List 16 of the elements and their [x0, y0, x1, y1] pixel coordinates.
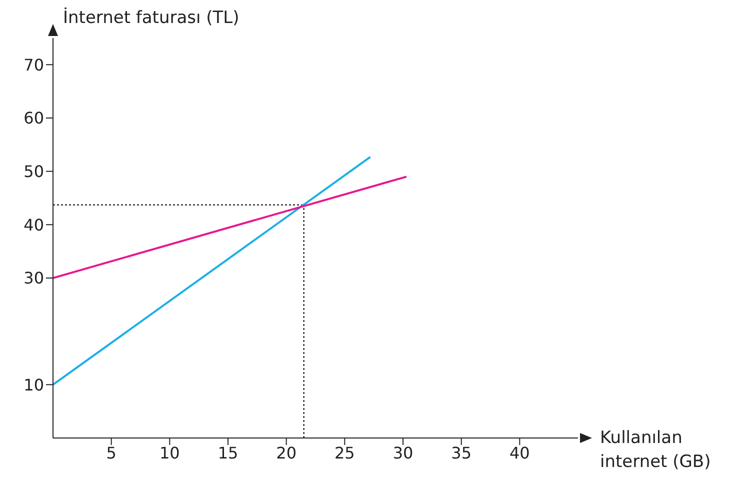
y-axis-title: İnternet faturası (TL)	[63, 8, 240, 28]
y-tick-label: 40	[24, 215, 44, 234]
y-tick-label: 30	[24, 268, 44, 288]
x-axis-title: Kullanılan internet (GB)	[600, 427, 712, 474]
x-tick-label: 5	[106, 443, 116, 462]
x-tick-label: 20	[276, 443, 297, 462]
x-tick-label: 15	[218, 443, 238, 462]
x-tick-label: 35	[451, 443, 472, 462]
y-tick-label: 70	[24, 55, 44, 74]
x-tick-label: 10	[159, 443, 180, 462]
y-tick-label: 50	[24, 162, 44, 182]
y-tick-label: 60	[24, 108, 44, 128]
x-tick-label: 30	[392, 443, 414, 462]
x-tick-label: 25	[334, 443, 355, 462]
y-tick-label: 10	[24, 375, 44, 394]
x-tick-label: 40	[509, 443, 530, 462]
